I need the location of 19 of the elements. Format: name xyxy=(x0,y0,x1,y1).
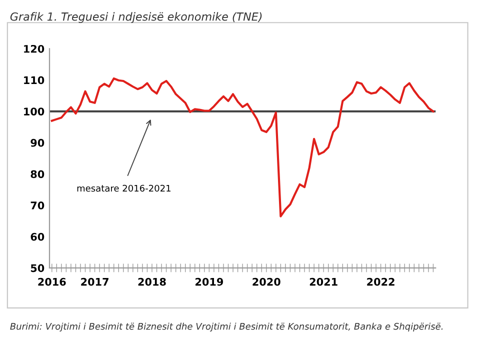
x-tick-label: 2022 xyxy=(367,278,394,286)
text: Burimi: Vrojtimi i Besimit të Biznesit dhe Vrojtimi i Besimit të Konsumatorit, Banka e Shqipërisë. xyxy=(10,322,443,332)
chart-title: Grafik 1. Treguesi i ndjesisë ekonomike (TNE) xyxy=(10,12,262,23)
y-tick-label: 120 xyxy=(24,44,44,53)
x-tick-label: 2017 xyxy=(81,278,108,286)
x-tick-label: 2016 xyxy=(38,278,66,286)
y-tick-label: 100 xyxy=(24,108,44,116)
y-tick-label: 50 xyxy=(30,264,44,272)
y-tick-label: 60 xyxy=(30,232,44,241)
x-tick-label: 2018 xyxy=(138,278,166,286)
y-tick-label: 70 xyxy=(30,202,44,210)
line-series xyxy=(50,77,434,218)
x-tick-label: 2020 xyxy=(252,278,280,286)
annotation: mesatare 2016-2021 xyxy=(77,184,170,192)
x-tick-label: 2021 xyxy=(310,278,338,286)
y-tick-label: 90 xyxy=(30,138,44,147)
x-tick-label: 2019 xyxy=(196,278,224,286)
y-tick-label: 110 xyxy=(24,76,44,84)
y-tick-label: 80 xyxy=(30,170,44,178)
